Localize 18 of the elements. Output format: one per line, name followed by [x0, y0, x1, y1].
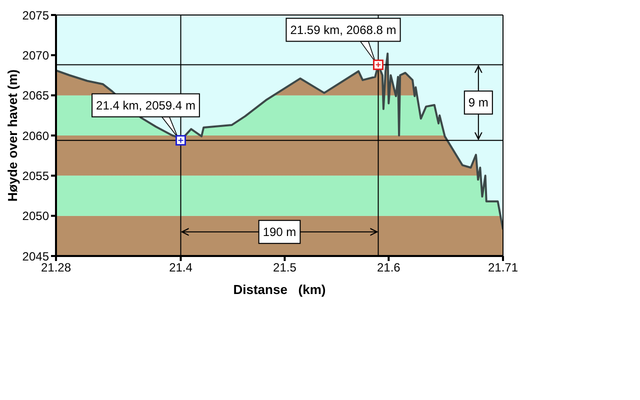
- x-tick-label: 21.5: [273, 260, 297, 275]
- x-axis-title: Distanse (km): [233, 282, 326, 296]
- y-axis-title: Høyde over havet (m): [4, 69, 20, 202]
- annotation: 21.4 km, 2059.4 m: [96, 98, 196, 112]
- y-tick-label: 2045: [22, 249, 50, 264]
- annotation: 9 m: [468, 96, 488, 110]
- y-tick-label: 2055: [22, 168, 50, 183]
- y-tick-label: 2050: [22, 209, 50, 224]
- annotation: 21.59 km, 2068.8 m: [290, 22, 396, 37]
- y-tick-label: 2065: [22, 88, 50, 103]
- y-tick-label: 2070: [22, 48, 50, 62]
- x-tick-label: 21.4: [169, 260, 193, 275]
- x-tick-label: 21.6: [376, 260, 401, 275]
- y-tick-label: 2060: [22, 128, 50, 143]
- y-tick-label: 2075: [22, 8, 50, 22]
- annotation: 190 m: [262, 224, 296, 239]
- x-tick-label: 21.71: [488, 260, 518, 275]
- x-tick-label: 21.28: [40, 260, 72, 275]
